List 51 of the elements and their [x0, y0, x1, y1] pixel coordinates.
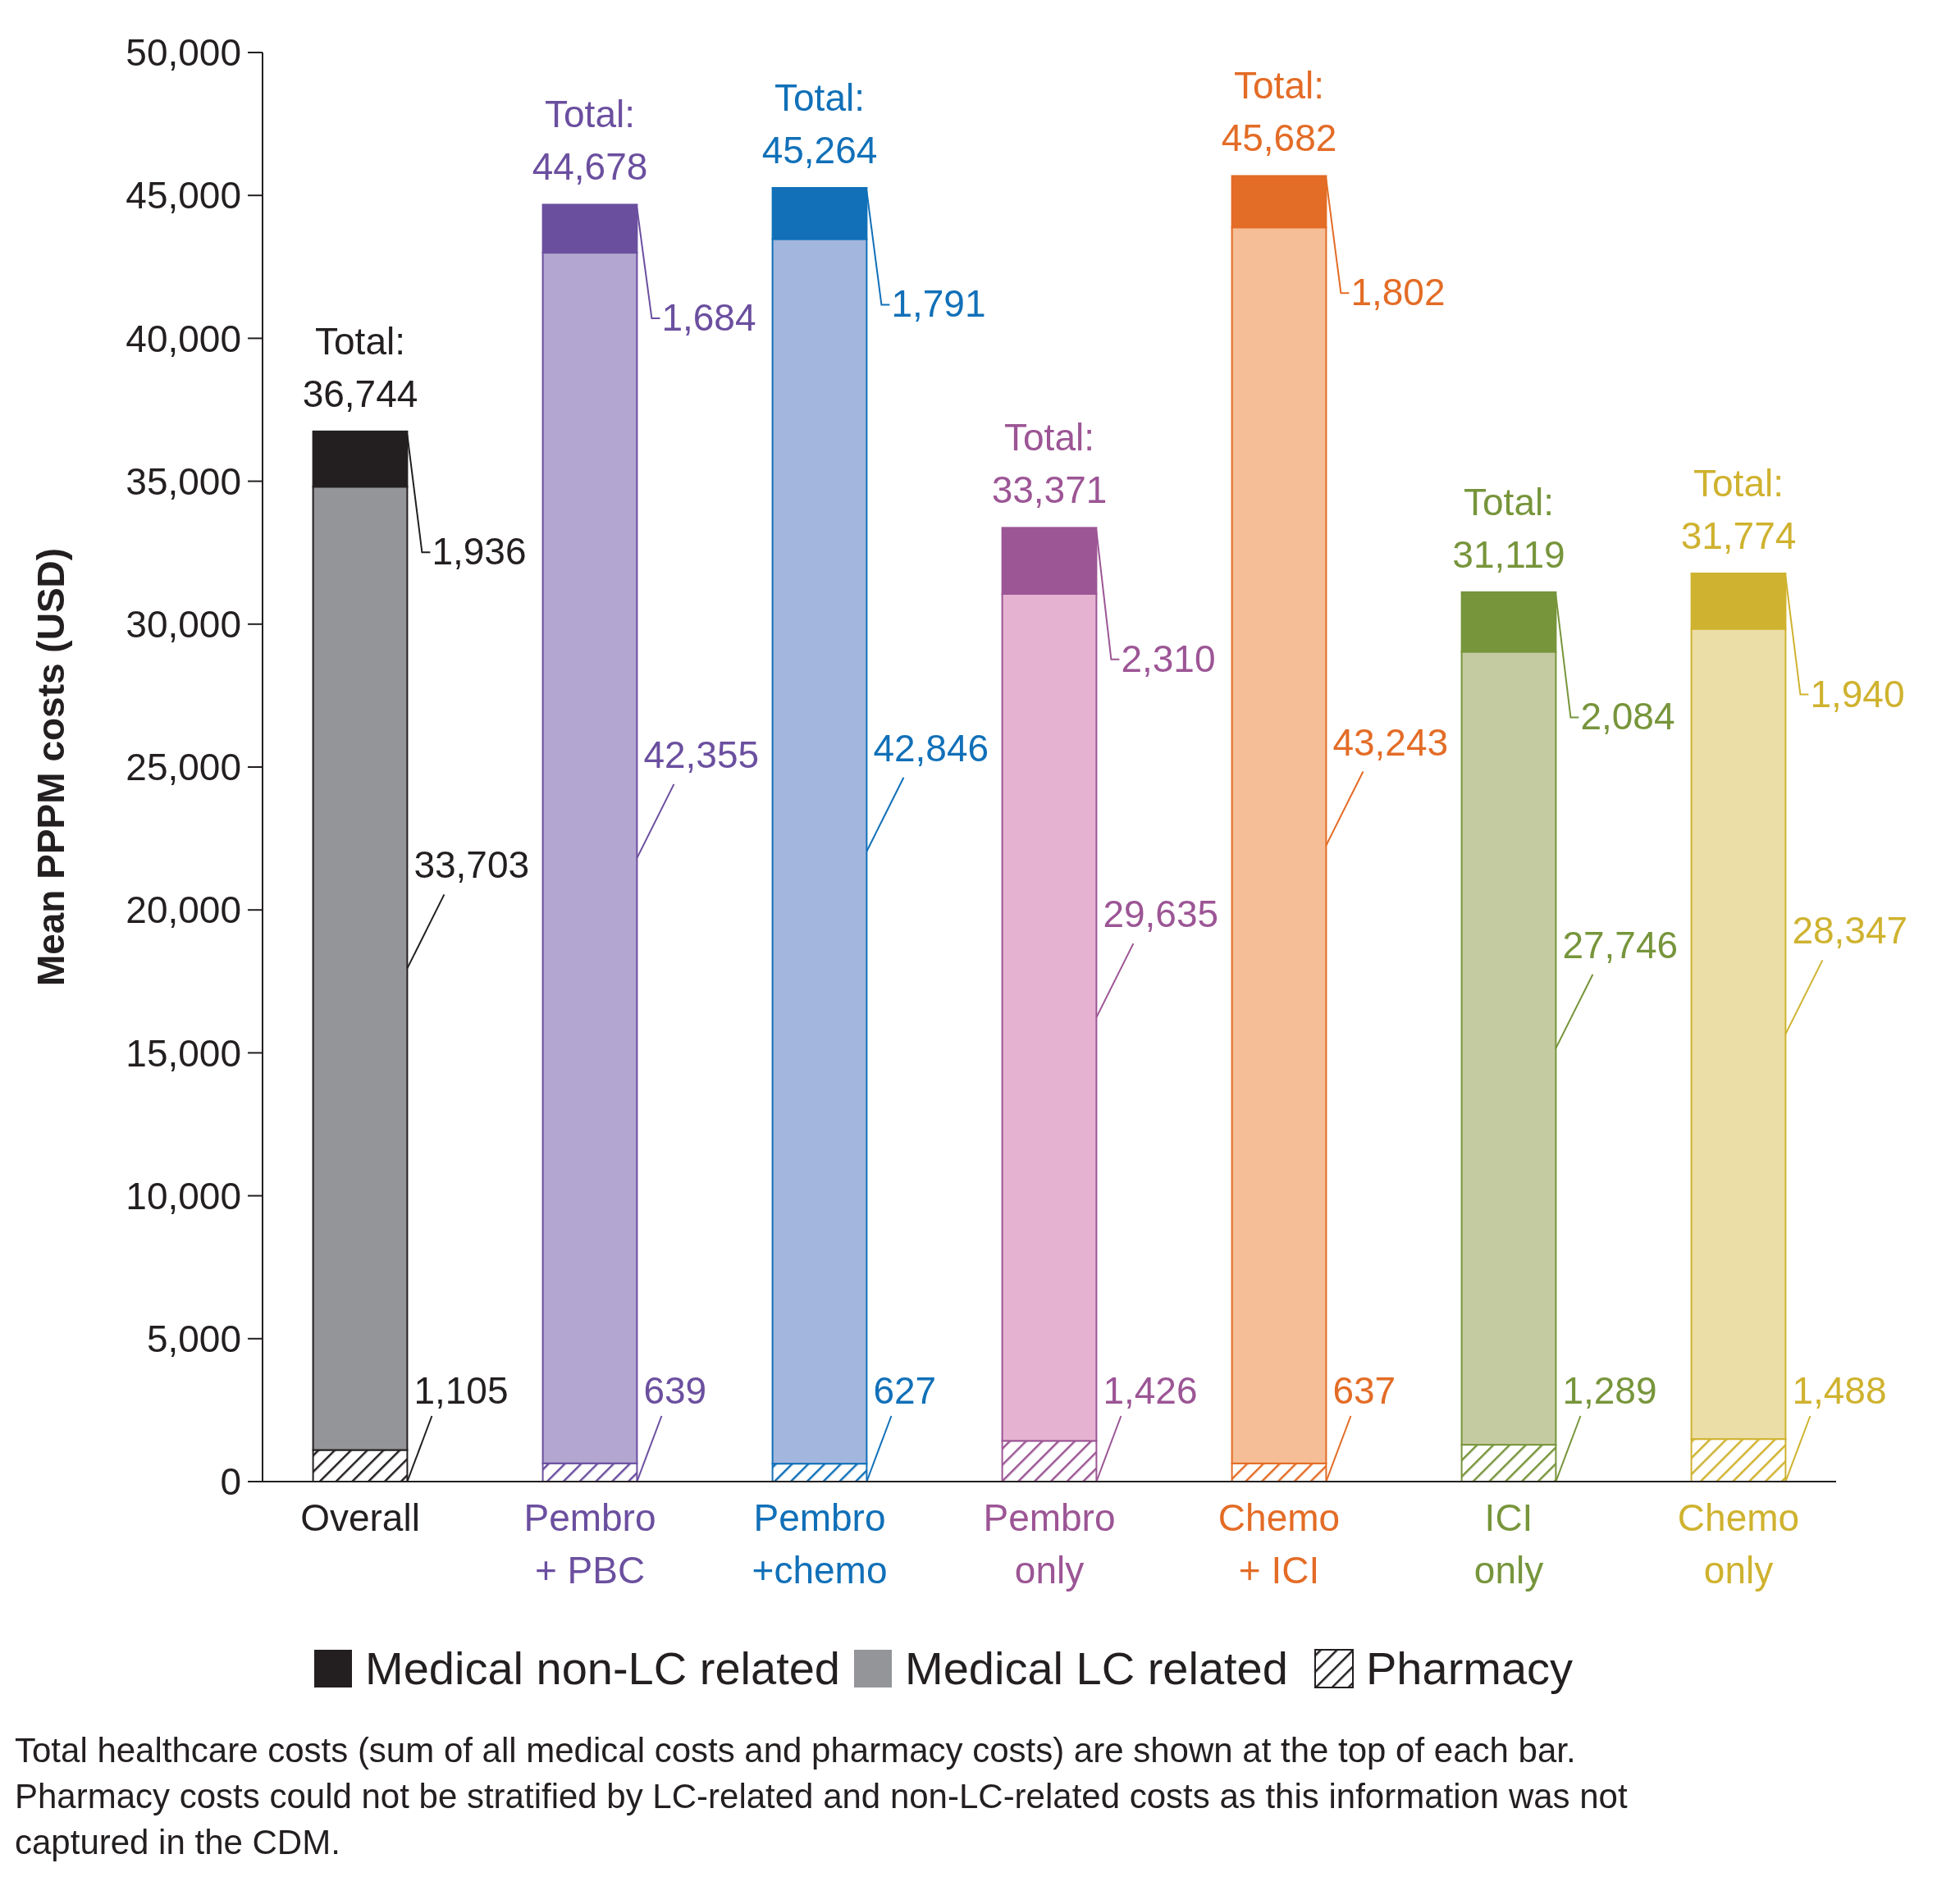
data-label: 27,746	[1562, 923, 1679, 966]
total-label: Total: 45,682	[1221, 64, 1337, 160]
text: Total healthcare costs (sum of all medical costs and pharmacy costs) are shown at the top of each bar. Pharmacy costs could not be stratified by LC-related and non-LC-related costs as this information was not captured in the CDM.	[15, 1731, 1628, 1861]
total-label: Total: 36,744	[302, 319, 418, 415]
y-tick-label: 20,000	[126, 888, 241, 932]
data-label: 1,684	[661, 296, 756, 340]
data-label: 1,791	[891, 282, 986, 326]
total-label: Total: 44,678	[532, 93, 648, 189]
data-label: 1,426	[1103, 1369, 1198, 1412]
total-label: Total: 45,264	[761, 76, 878, 171]
x-tick-label: Overall	[300, 1496, 420, 1539]
y-tick-label: 5,000	[146, 1317, 241, 1360]
data-label: 28,347	[1792, 909, 1908, 952]
x-tick-label: Chemo only	[1677, 1496, 1800, 1592]
data-label: 637	[1332, 1369, 1396, 1412]
y-tick-label: 25,000	[126, 746, 241, 789]
data-label: 42,846	[873, 726, 989, 770]
total-label: Total: 31,119	[1452, 480, 1565, 576]
total-label: Total: 31,774	[1680, 461, 1797, 557]
y-tick-label: 50,000	[126, 31, 241, 75]
legend-label: Medical non-LC related	[365, 1642, 840, 1694]
x-tick-label: Pembro +chemo	[752, 1496, 888, 1592]
data-label: 1,802	[1350, 271, 1446, 314]
y-axis-title: Mean PPPM costs (USD)	[30, 547, 72, 987]
data-label: 1,940	[1810, 672, 1905, 715]
y-tick-label: 45,000	[126, 174, 241, 217]
y-tick-label: 35,000	[126, 459, 241, 503]
data-label: 33,703	[413, 843, 530, 887]
data-label: 639	[643, 1369, 707, 1412]
data-label: 42,355	[643, 733, 760, 776]
y-tick-label: 30,000	[126, 602, 241, 646]
legend-label: Pharmacy	[1366, 1642, 1574, 1694]
x-tick-label: Pembro + PBC	[523, 1496, 656, 1592]
data-label: 1,289	[1562, 1369, 1657, 1412]
data-label: 43,243	[1332, 720, 1449, 764]
data-label: 1,936	[432, 530, 527, 573]
data-label: 2,084	[1580, 695, 1675, 738]
x-tick-label: Chemo + ICI	[1218, 1496, 1341, 1592]
data-label: 627	[873, 1369, 937, 1412]
legend-label: Medical LC related	[905, 1642, 1288, 1694]
data-label: 2,310	[1121, 637, 1216, 680]
y-tick-label: 0	[220, 1460, 241, 1504]
x-tick-label: Pembro only	[983, 1496, 1116, 1592]
y-tick-label: 40,000	[126, 317, 241, 360]
x-tick-label: ICI only	[1473, 1496, 1544, 1592]
data-label: 1,105	[413, 1369, 509, 1412]
data-label: 29,635	[1103, 893, 1219, 936]
data-label: 1,488	[1792, 1369, 1887, 1412]
y-tick-label: 10,000	[126, 1174, 241, 1217]
total-label: Total: 33,371	[991, 416, 1108, 512]
y-tick-label: 15,000	[126, 1031, 241, 1075]
